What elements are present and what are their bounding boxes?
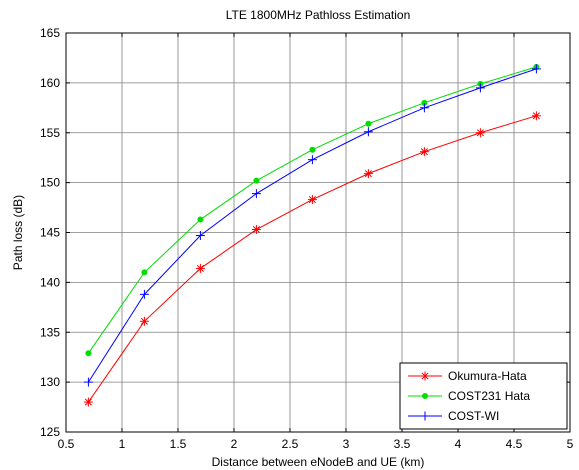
y-tick-label: 155	[40, 126, 60, 140]
legend-marker	[421, 372, 430, 381]
x-tick-label: 1	[119, 437, 126, 451]
data-point	[252, 225, 261, 234]
chart-title: LTE 1800MHz Pathloss Estimation	[226, 8, 411, 22]
x-tick-label: 2.5	[282, 437, 299, 451]
x-axis-label: Distance between eNodeB and UE (km)	[212, 455, 425, 469]
y-axis-label: Path loss (dB)	[11, 195, 25, 270]
data-point	[84, 398, 93, 407]
data-point	[420, 147, 429, 156]
y-tick-label: 150	[40, 176, 60, 190]
data-point	[253, 178, 259, 184]
x-tick-label: 1.5	[170, 437, 187, 451]
y-tick-label: 160	[40, 76, 60, 90]
y-tick-label: 130	[40, 375, 60, 389]
legend-marker	[422, 393, 428, 399]
legend-label: Okumura-Hata	[448, 369, 527, 383]
data-point	[532, 111, 541, 120]
data-point	[85, 350, 91, 356]
legend-label: COST231 Hata	[448, 389, 530, 403]
data-point	[140, 317, 149, 326]
y-tick-label: 125	[40, 425, 60, 439]
data-point	[308, 195, 317, 204]
y-tick-label: 135	[40, 325, 60, 339]
data-point	[197, 217, 203, 223]
x-tick-label: 0.5	[58, 437, 75, 451]
y-tick-label: 165	[40, 26, 60, 40]
x-tick-label: 5	[567, 437, 574, 451]
y-tick-label: 140	[40, 275, 60, 289]
data-point	[476, 128, 485, 137]
data-point	[309, 147, 315, 153]
y-tick-label: 145	[40, 226, 60, 240]
data-point	[141, 269, 147, 275]
data-point	[364, 169, 373, 178]
x-tick-label: 3	[343, 437, 350, 451]
data-point	[365, 121, 371, 127]
legend: Okumura-Hata COST231 Hata COST-WI	[400, 363, 567, 429]
legend-label: COST-WI	[448, 409, 499, 423]
x-tick-label: 3.5	[394, 437, 411, 451]
data-point	[196, 264, 205, 273]
x-tick-label: 2	[231, 437, 238, 451]
x-tick-label: 4.5	[506, 437, 523, 451]
x-tick-label: 4	[455, 437, 462, 451]
